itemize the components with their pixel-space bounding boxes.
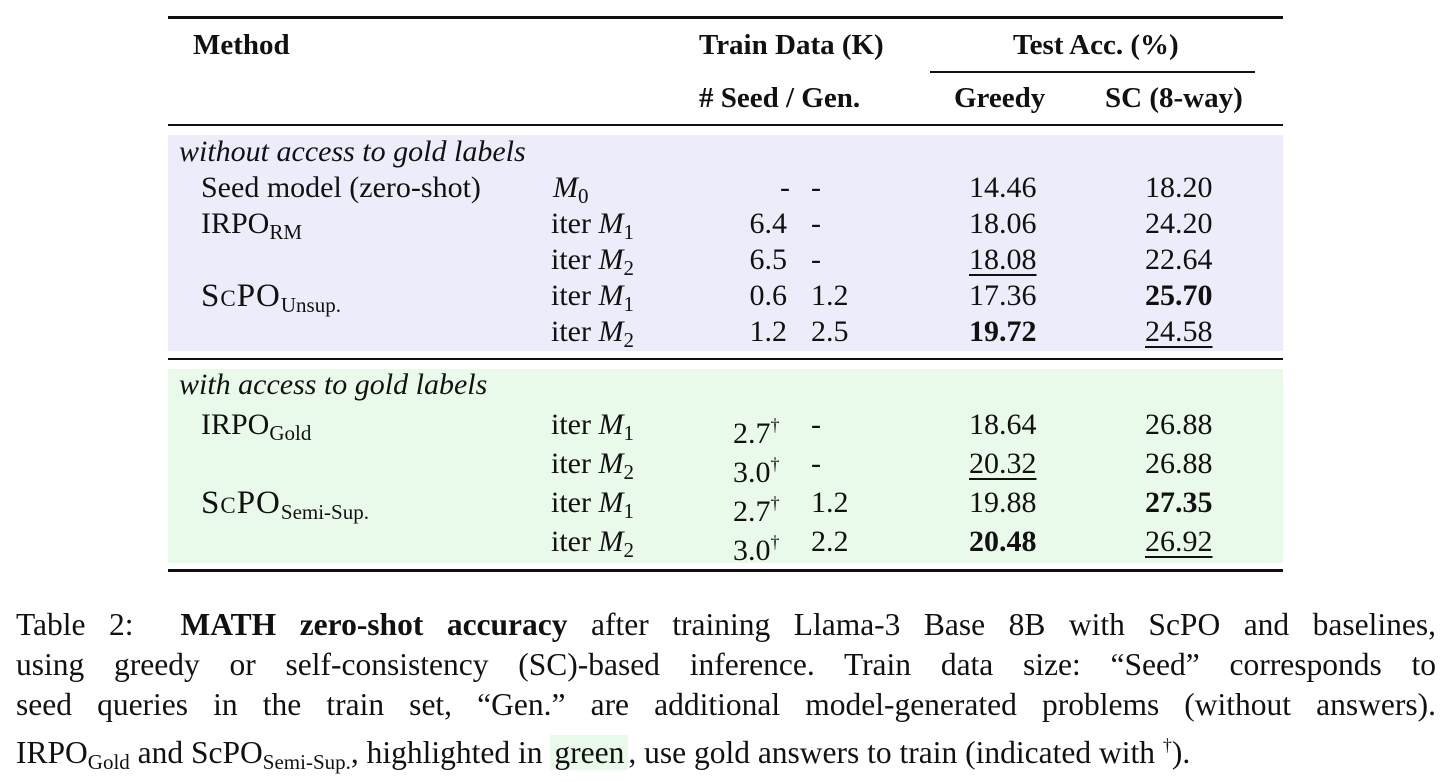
group-gold-band <box>168 369 1283 563</box>
group-separator-rule <box>168 358 1283 360</box>
model-label: iter M2 <box>551 447 634 484</box>
seed-count: 1.2 <box>749 315 788 348</box>
model-label: iter M2 <box>551 243 634 280</box>
sc-acc-best: 27.35 <box>1145 486 1213 519</box>
seed-count: 3.0† <box>733 454 780 489</box>
greedy-acc-best: 19.72 <box>969 315 1037 348</box>
table-row: iter M2 1.2 2.5 19.72 24.58 <box>0 314 1440 352</box>
sc-acc: 22.64 <box>1145 243 1213 276</box>
dagger-mark: † <box>770 454 780 474</box>
green-highlight-swatch: green <box>550 735 629 770</box>
gen-count: - <box>811 447 821 480</box>
caption-line-3: seed queries in the train set, “Gen.” ar… <box>16 687 1436 722</box>
table-row: Seed model (zero-shot) M0 - - 14.46 18.2… <box>0 170 1440 208</box>
header-greedy: Greedy <box>954 82 1046 114</box>
header-seed-gen: # Seed / Gen. <box>699 82 861 114</box>
model-label: iter M1 <box>551 486 634 523</box>
gen-count: - <box>811 207 821 240</box>
header-train-data: Train Data (K) <box>699 29 884 61</box>
greedy-acc: 19.88 <box>969 486 1037 519</box>
sc-acc: 26.88 <box>1145 447 1213 480</box>
gen-count: 2.2 <box>811 525 849 558</box>
seed-count: 0.6 <box>749 279 788 312</box>
gen-count: - <box>811 243 821 276</box>
model-label: M0 <box>553 171 589 208</box>
seed-count: 2.7† <box>733 415 780 450</box>
sc-acc: 26.88 <box>1145 408 1213 441</box>
header-method: Method <box>193 29 290 61</box>
greedy-acc-best: 20.48 <box>969 525 1037 558</box>
header-sc-8way: SC (8-way) <box>1105 82 1243 114</box>
table-bottom-rule <box>168 569 1283 572</box>
table-row: iter M2 3.0† - 20.32 26.88 <box>0 446 1440 489</box>
greedy-acc: 17.36 <box>969 279 1037 312</box>
seed-count: 6.4 <box>749 207 788 240</box>
gen-count: 1.2 <box>811 279 849 312</box>
dagger-mark: † <box>1162 735 1172 755</box>
model-label: iter M1 <box>551 408 634 445</box>
test-acc-cmidrule <box>930 71 1255 73</box>
table-row: IRPOGold iter M1 2.7† - 18.64 26.88 <box>0 407 1440 450</box>
header-test-acc: Test Acc. (%) <box>1013 29 1179 61</box>
model-label: iter M1 <box>551 207 634 244</box>
table-row: ScPOUnsup. iter M1 0.6 1.2 17.36 25.70 <box>0 278 1440 317</box>
method-name: IRPORM <box>201 207 303 244</box>
table-row: iter M2 6.5 - 18.08 22.64 <box>0 242 1440 280</box>
table-top-rule <box>168 16 1283 19</box>
seed-count: 6.5 <box>749 243 788 276</box>
method-name: ScPOSemi-Sup. <box>201 485 369 524</box>
model-label: iter M1 <box>551 279 634 316</box>
seed-count: - <box>780 171 790 204</box>
gen-count: - <box>811 171 821 204</box>
gen-count: 2.5 <box>811 315 849 348</box>
dagger-mark: † <box>770 493 780 513</box>
caption-line-2: using greedy or self-consistency (SC)-ba… <box>16 647 1436 682</box>
model-label: iter M2 <box>551 525 634 562</box>
method-name: ScPOUnsup. <box>201 278 341 317</box>
group-unsupervised-band <box>168 135 1283 351</box>
caption-title: MATH zero-shot accuracy <box>180 607 568 642</box>
sc-acc-second-best: 26.92 <box>1145 525 1213 558</box>
model-label: iter M2 <box>551 315 634 352</box>
table-row: iter M2 3.0† 2.2 20.48 26.92 <box>0 524 1440 567</box>
gen-count: - <box>811 408 821 441</box>
greedy-acc: 14.46 <box>969 171 1037 204</box>
greedy-acc-second-best: 20.32 <box>969 447 1037 480</box>
sc-acc-best: 25.70 <box>1145 279 1213 312</box>
seed-count: 2.7† <box>733 493 780 528</box>
group-label-with-gold: with access to gold labels <box>179 368 488 401</box>
header-bottom-rule <box>168 124 1283 126</box>
dagger-mark: † <box>770 415 780 435</box>
sc-acc: 18.20 <box>1145 171 1213 204</box>
greedy-acc: 18.64 <box>969 408 1037 441</box>
method-name: IRPOGold <box>201 408 312 445</box>
caption-line-4: IRPOGold and ScPOSemi-Sup., highlighted … <box>16 735 1191 774</box>
sc-acc-second-best: 24.58 <box>1145 315 1213 348</box>
group-label-without-gold: without access to gold labels <box>179 135 526 168</box>
greedy-acc: 18.06 <box>969 207 1037 240</box>
greedy-acc-second-best: 18.08 <box>969 243 1037 276</box>
caption-line-1: Table 2: MATH zero-shot accuracy after t… <box>16 607 1437 642</box>
table-caption: Table 2: MATH zero-shot accuracy after t… <box>16 605 1436 782</box>
table-row: IRPORM iter M1 6.4 - 18.06 24.20 <box>0 206 1440 244</box>
gen-count: 1.2 <box>811 486 849 519</box>
table-row: ScPOSemi-Sup. iter M1 2.7† 1.2 19.88 27.… <box>0 485 1440 528</box>
seed-count: 3.0† <box>733 532 780 567</box>
sc-acc: 24.20 <box>1145 207 1213 240</box>
method-name: Seed model (zero-shot) <box>201 171 481 204</box>
dagger-mark: † <box>770 532 780 552</box>
